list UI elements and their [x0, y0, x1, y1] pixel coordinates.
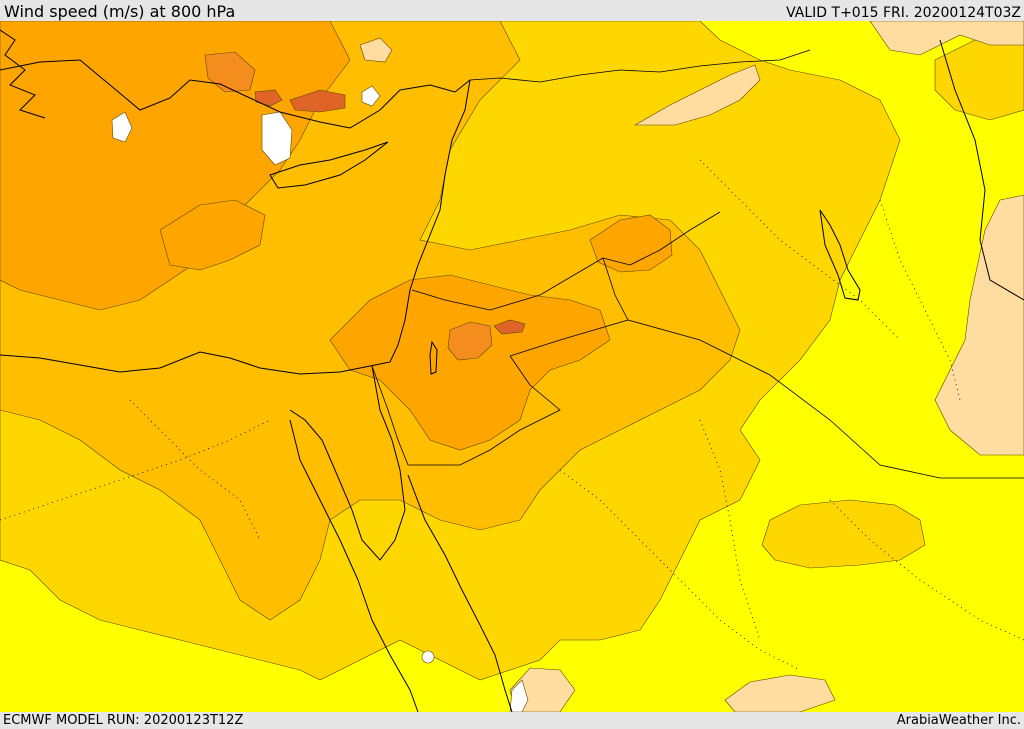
province-border-saudi-1	[559, 469, 801, 671]
coastline-egypt-north	[0, 351, 391, 375]
weak-wind-ne	[869, 21, 1024, 56]
coastline-cyprus	[269, 141, 389, 189]
coastline-gulf	[939, 39, 1024, 301]
border-syria-iraq	[602, 211, 721, 266]
coastline-red-sea-west	[357, 579, 419, 712]
coastlines	[0, 29, 1024, 712]
coastline-sinai	[289, 365, 406, 561]
wind-patch-gold-east	[761, 499, 926, 569]
province-border-iran-1	[879, 199, 961, 401]
weak-wind-turkey	[359, 37, 393, 63]
weak-wind-south	[724, 674, 836, 712]
coastline-aegean	[0, 29, 46, 119]
border-jordan-saudi	[408, 355, 561, 466]
model-run-label: ECMWF MODEL RUN: 20200123T12Z	[3, 713, 244, 728]
coastline-gulf-of-suez-west	[289, 419, 359, 581]
borders	[371, 49, 1024, 479]
province-borders	[0, 159, 1024, 671]
wind-speed-map	[0, 21, 1024, 712]
map-header: Wind speed (m/s) at 800 hPa VALID T+015 …	[0, 0, 1024, 21]
calm-spot-west	[111, 111, 133, 143]
calm-spot-red-sea	[421, 650, 435, 664]
map-title: Wind speed (m/s) at 800 hPa	[4, 2, 236, 21]
wind-patch-orange-west	[159, 199, 266, 271]
border-syria-lebanon	[411, 289, 446, 301]
wind-max-turkey-south	[289, 89, 346, 113]
coastline-levant	[389, 79, 471, 363]
province-border-saudi-3	[829, 499, 1024, 641]
wind-core-levant	[329, 274, 611, 451]
province-border-saudi-2	[699, 419, 761, 641]
calm-spot-turkey	[361, 85, 381, 107]
wind-max-turkey	[204, 51, 256, 93]
valid-time-label: VALID T+015 FRI. 20200124T03Z	[786, 5, 1021, 21]
border-egypt-israel	[371, 365, 409, 466]
border-turkey-syria	[469, 49, 811, 83]
coastline-caspian-west	[819, 209, 861, 301]
map-footer: ECMWF MODEL RUN: 20200123T12Z ArabiaWeat…	[0, 712, 1024, 729]
border-iraq-saudi	[627, 319, 1024, 479]
coastline-dead-sea	[429, 340, 438, 375]
wind-max-levant-core	[493, 319, 526, 335]
weak-wind-arc-north	[633, 64, 761, 126]
border-syria-jordan	[444, 257, 604, 311]
coastline-red-sea-east	[407, 474, 513, 712]
map-canvas	[0, 21, 1024, 712]
wind-max-levant	[447, 321, 493, 361]
coastline-turkey-south	[0, 59, 471, 129]
credit-label: ArabiaWeather Inc.	[896, 713, 1021, 728]
